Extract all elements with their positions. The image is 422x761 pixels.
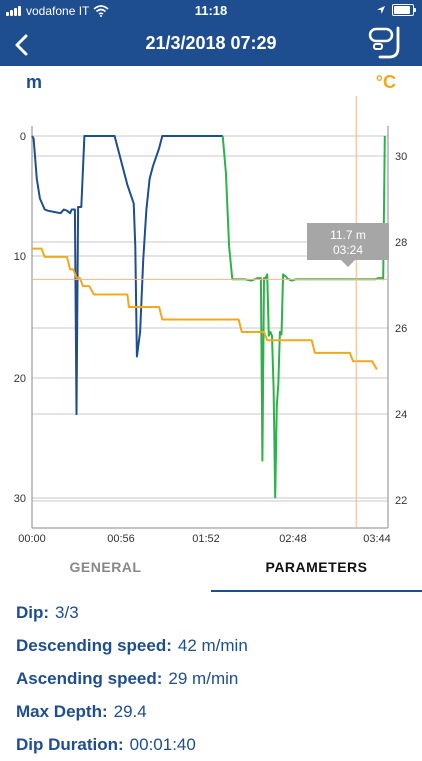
snorkel-mask-icon[interactable] [368, 26, 408, 60]
right-tick-label: 24 [395, 409, 407, 421]
right-tick-label: 28 [395, 237, 407, 249]
param-dip-duration: Dip Duration: 00:01:40 [16, 728, 416, 761]
page-title: 21/3/2018 07:29 [145, 33, 277, 53]
depth-unit-label: m [26, 72, 43, 92]
left-tick-label: 20 [14, 373, 26, 385]
depth-line-segment-1 [31, 135, 223, 416]
chart-marks [31, 135, 386, 499]
battery-icon [392, 4, 416, 16]
chart-cursor [32, 96, 388, 528]
left-tick-label: 30 [14, 493, 26, 505]
param-dip: Dip: 3/3 [16, 596, 416, 629]
param-label: Dip: [16, 602, 50, 622]
tooltip-depth: 11.7 m [330, 228, 366, 242]
back-button[interactable] [8, 30, 38, 60]
chart-tooltip: 11.7 m 03:24 [307, 223, 389, 267]
tooltip-pointer [341, 260, 355, 267]
signal-icon [6, 6, 22, 16]
location-arrow-icon [377, 6, 385, 14]
chart-grid [31, 126, 389, 529]
param-label: Ascending speed: [16, 668, 163, 688]
param-value: 29.4 [113, 701, 147, 721]
param-value: 00:01:40 [129, 734, 196, 754]
param-label: Descending speed: [16, 635, 172, 655]
left-tick-label: 0 [20, 131, 26, 143]
tab-bar: GENERAL PARAMETERS [0, 552, 422, 592]
app-header: vodafone IT 11:18 21/3/2018 07:29 [0, 0, 422, 66]
x-tick-label: 00:56 [107, 533, 135, 545]
depth-line-segment-2 [221, 135, 386, 499]
x-tick-label: 00:00 [18, 533, 46, 545]
tab-general[interactable]: GENERAL [69, 559, 142, 575]
param-label: Dip Duration: [16, 734, 124, 754]
x-tick-label: 03:44 [363, 533, 391, 545]
param-value: 3/3 [55, 602, 79, 622]
param-max-depth: Max Depth: 29.4 [16, 695, 416, 728]
right-tick-label: 26 [395, 323, 407, 335]
param-descending-speed: Descending speed: 42 m/min [16, 629, 416, 662]
right-tick-label: 22 [395, 495, 407, 507]
param-ascending-speed: Ascending speed: 29 m/min [16, 662, 416, 695]
param-label: Max Depth: [16, 701, 108, 721]
tooltip-box [307, 223, 389, 260]
x-tick-label: 01:52 [192, 533, 220, 545]
carrier-label: vodafone IT [26, 4, 90, 18]
temperature-line [32, 247, 378, 371]
parameters-list: Dip: 3/3 Descending speed: 42 m/min Asce… [16, 596, 416, 761]
dive-profile-chart[interactable]: 0 10 20 30 30 28 26 24 22 00:00 00:56 01… [0, 96, 422, 550]
tab-parameters[interactable]: PARAMETERS [211, 552, 422, 592]
param-value: 42 m/min [177, 635, 248, 655]
status-time: 11:18 [194, 3, 228, 18]
wifi-icon [93, 5, 109, 17]
tooltip-time: 03:24 [333, 243, 363, 257]
param-value: 29 m/min [168, 668, 239, 688]
right-tick-label: 30 [395, 151, 407, 163]
left-tick-label: 10 [14, 251, 26, 263]
status-bar: vodafone IT 11:18 [0, 0, 422, 22]
temperature-unit-label: °C [375, 72, 396, 92]
x-tick-label: 02:48 [279, 533, 307, 545]
